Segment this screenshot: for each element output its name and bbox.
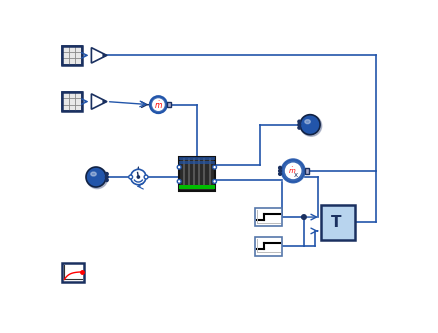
Circle shape bbox=[212, 179, 216, 183]
Circle shape bbox=[300, 115, 319, 135]
Circle shape bbox=[105, 175, 108, 178]
Bar bbox=[254, 208, 282, 226]
Circle shape bbox=[128, 175, 132, 179]
Ellipse shape bbox=[86, 167, 107, 189]
Polygon shape bbox=[91, 94, 106, 109]
Bar bbox=[62, 46, 82, 65]
Text: $\dot{m}$: $\dot{m}$ bbox=[154, 100, 162, 111]
Circle shape bbox=[149, 96, 166, 113]
Circle shape bbox=[131, 169, 146, 185]
Circle shape bbox=[212, 165, 216, 169]
Circle shape bbox=[149, 96, 166, 113]
Text: T: T bbox=[330, 215, 341, 230]
Bar bbox=[179, 157, 214, 191]
Circle shape bbox=[278, 166, 281, 169]
Text: x: x bbox=[293, 172, 297, 178]
Circle shape bbox=[301, 215, 306, 219]
Circle shape bbox=[105, 179, 108, 181]
Bar bbox=[62, 46, 82, 65]
Bar bbox=[304, 168, 308, 174]
Ellipse shape bbox=[300, 115, 321, 136]
Bar bbox=[62, 92, 82, 111]
Circle shape bbox=[137, 176, 139, 178]
Circle shape bbox=[177, 179, 181, 183]
Circle shape bbox=[297, 120, 300, 123]
Circle shape bbox=[105, 172, 108, 175]
Circle shape bbox=[278, 169, 281, 172]
Circle shape bbox=[281, 159, 304, 182]
Bar bbox=[179, 157, 214, 160]
Circle shape bbox=[278, 172, 281, 175]
Bar bbox=[62, 263, 84, 282]
Text: $\dot{m}$: $\dot{m}$ bbox=[287, 166, 296, 176]
Circle shape bbox=[297, 126, 300, 129]
Circle shape bbox=[86, 167, 106, 187]
Circle shape bbox=[177, 165, 181, 169]
Bar bbox=[179, 185, 214, 189]
Bar bbox=[320, 205, 354, 240]
Circle shape bbox=[152, 98, 164, 111]
Circle shape bbox=[297, 123, 300, 126]
Circle shape bbox=[144, 175, 148, 179]
Ellipse shape bbox=[304, 120, 310, 124]
Bar bbox=[62, 92, 82, 111]
Bar bbox=[166, 102, 170, 107]
Polygon shape bbox=[91, 48, 106, 63]
Ellipse shape bbox=[91, 172, 96, 176]
Circle shape bbox=[284, 163, 301, 179]
Bar bbox=[179, 161, 214, 164]
Bar bbox=[254, 237, 282, 255]
